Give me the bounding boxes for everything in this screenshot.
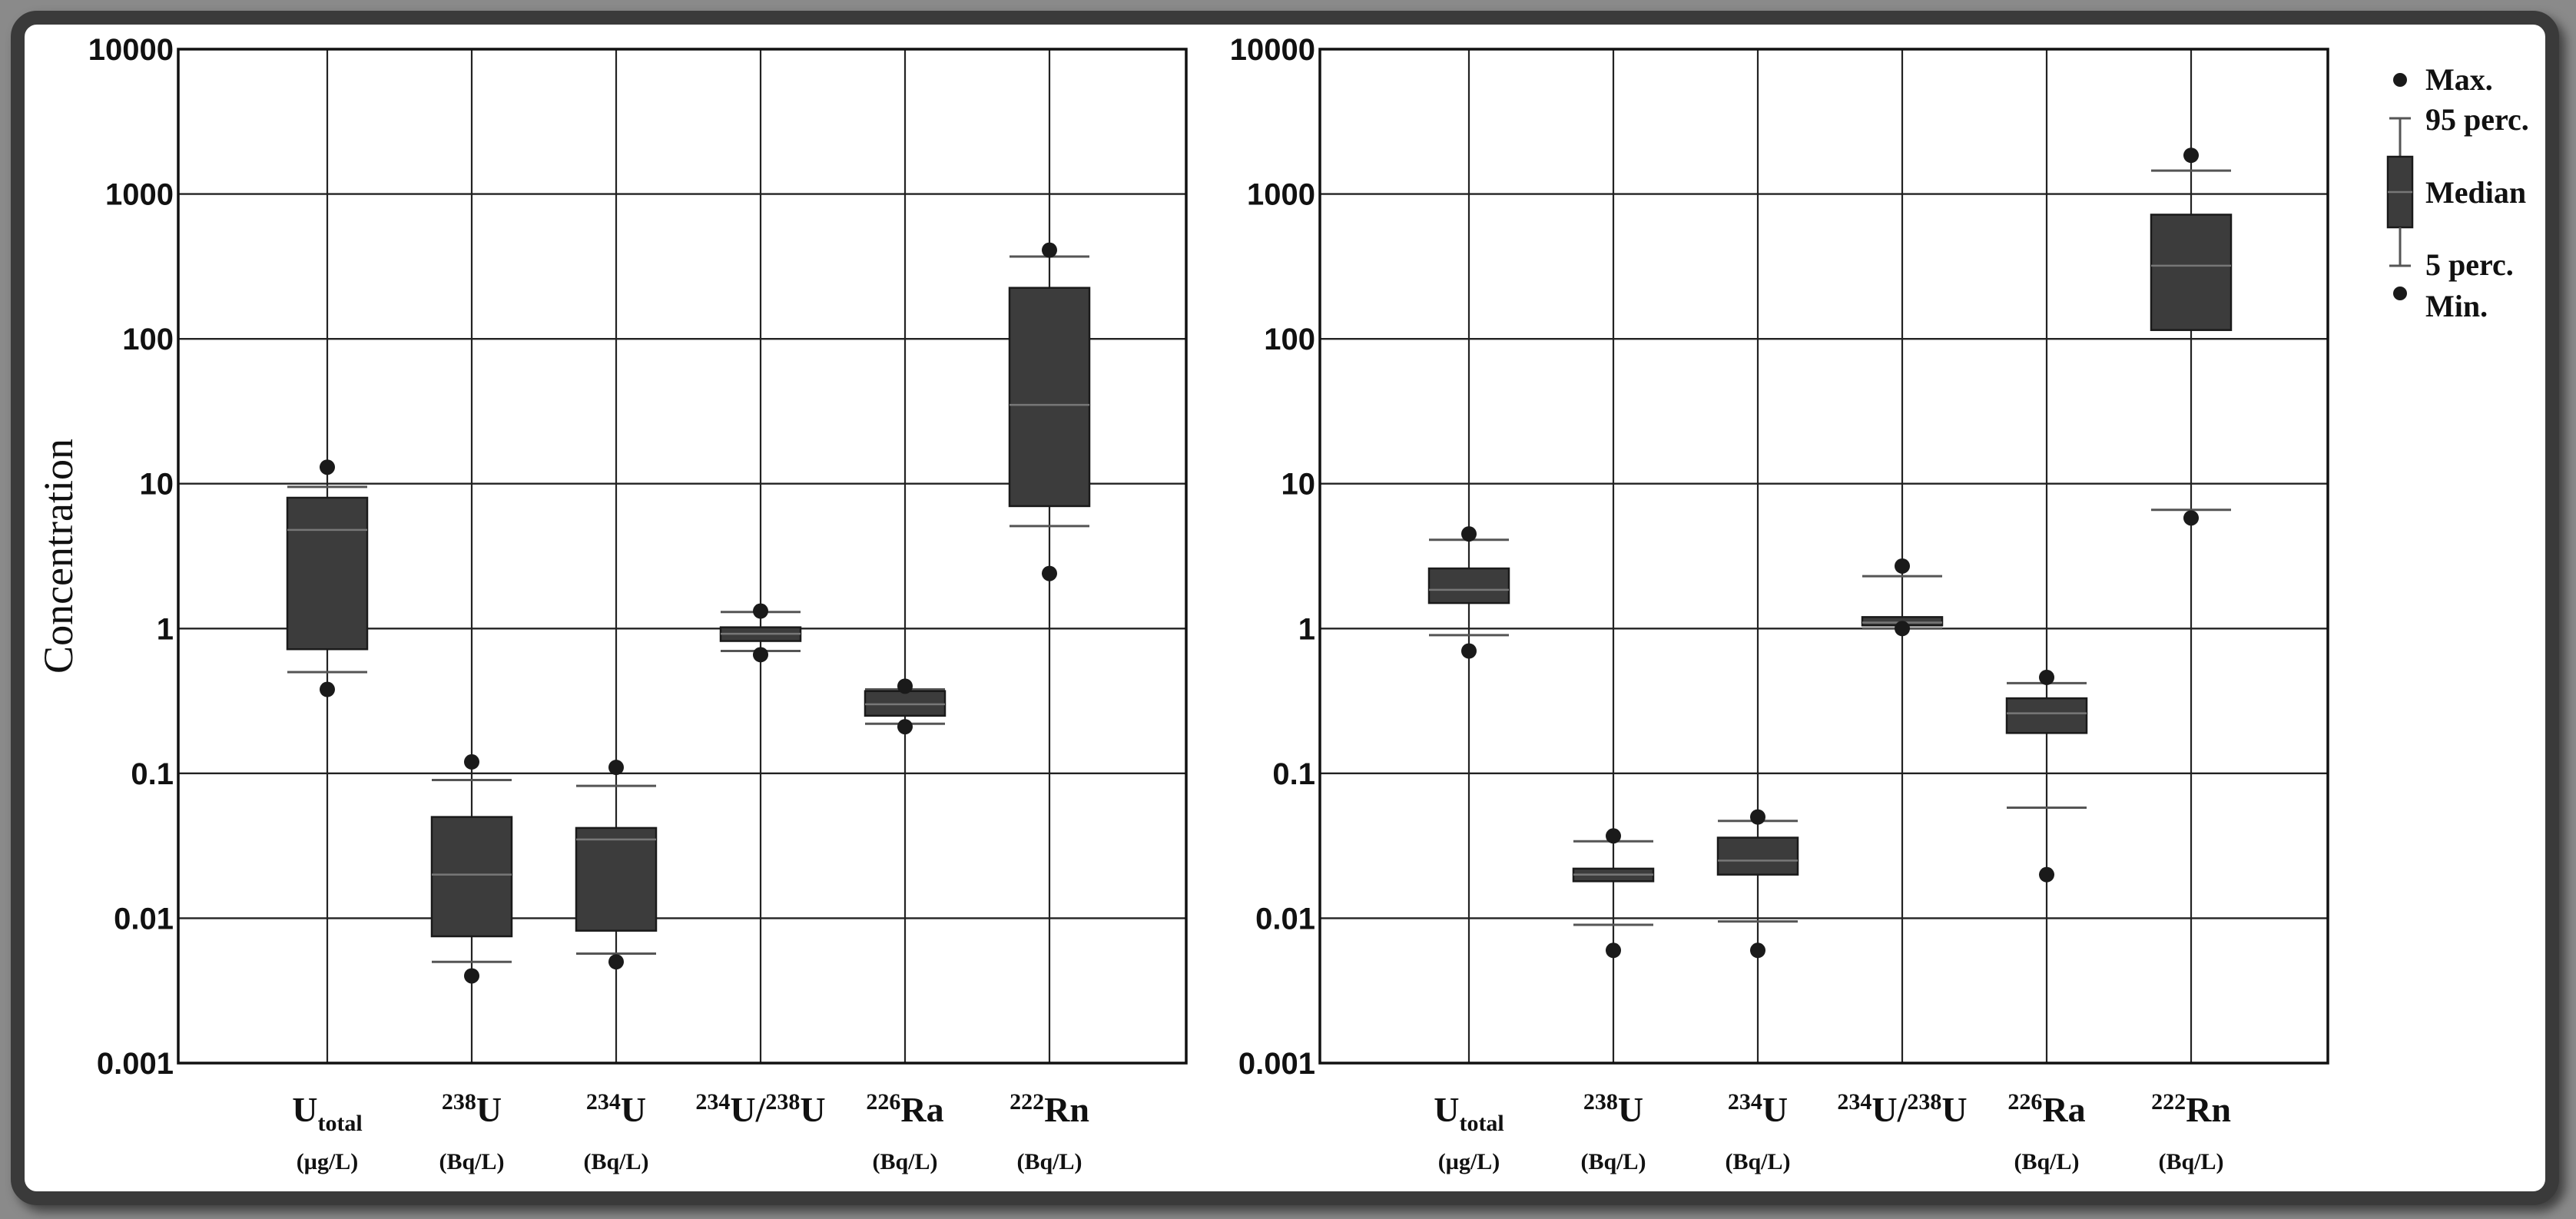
plot-area [1318,48,2329,1065]
category-unit: (µg/L) [1438,1149,1500,1174]
iqr-box [1427,567,1510,605]
y-tick-label: 10 [140,468,174,502]
category-label: Utotal [292,1090,363,1136]
max-point [1895,558,1910,574]
iqr-box [2150,214,2233,331]
max-point [2183,147,2199,164]
iqr-box [1716,836,1799,876]
category-label: 238U [442,1089,502,1129]
y-tick-label: 0.001 [97,1047,174,1081]
y-tick-label: 1000 [105,178,174,212]
legend-p95-label: 95 perc. [2425,102,2529,137]
min-point [2039,866,2054,883]
chart-panel-1: 0.001 0.01 0.1 1 10 100 1000 10000 Utotal (µg/L) 2… [35,33,1188,1174]
legend-min-label: Min. [2425,289,2488,323]
y-tick-label: 1 [157,612,174,646]
category-label: 234U [1728,1089,1788,1129]
category-unit: (µg/L) [297,1149,359,1174]
box-1 [1427,526,1510,659]
box-5 [2005,669,2088,883]
category-label: 222Rn [2151,1089,2231,1129]
iqr-box [286,496,369,651]
box-2 [430,754,513,984]
category-label: 222Rn [1010,1089,1089,1129]
y-tick-label: 10 [1281,468,1316,502]
legend-min-marker [2393,287,2407,300]
max-point [464,754,479,770]
max-point [608,760,624,776]
legend: Max. 95 perc. Median 5 perc. Min. [2386,62,2529,323]
min-point [464,968,479,984]
min-point [320,681,335,697]
iqr-box [1008,287,1091,508]
category-label: 234U/238U [695,1089,825,1129]
category-unit: (Bq/L) [1580,1149,1646,1174]
max-point [1750,809,1765,825]
box-1 [286,459,369,697]
min-point [753,647,768,663]
min-point [1461,643,1477,659]
category-label: 226Ra [2007,1089,2085,1129]
category-label: Utotal [1434,1090,1504,1136]
min-point [1750,942,1765,959]
category-label: 238U [1583,1089,1643,1129]
box-plot-figure: 0.001 0.01 0.1 1 10 100 1000 10000 Utotal (µg/L) 2… [35,33,2529,1174]
y-tick-label: 10000 [1230,33,1315,67]
min-point [897,719,913,735]
category-label: 234U [586,1089,646,1129]
category-unit: (Bq/L) [2158,1149,2223,1174]
y-tick-label: 10000 [88,33,174,67]
category-label: 226Ra [866,1089,943,1129]
box-5 [864,678,947,735]
iqr-box [2005,697,2088,734]
legend-max-marker [2393,73,2407,87]
min-point [2183,510,2199,526]
y-tick-label: 100 [122,323,174,356]
box-6 [1008,242,1091,581]
legend-max-label: Max. [2425,62,2493,97]
min-point [1606,942,1621,959]
category-unit: (Bq/L) [439,1149,504,1174]
category-unit: (Bq/L) [583,1149,648,1174]
y-axis-label: Concentration [35,439,81,674]
category-unit: (Bq/L) [1016,1149,1082,1174]
max-point [320,459,335,475]
y-tick-label: 1000 [1247,178,1315,212]
category-unit: (Bq/L) [2014,1149,2079,1174]
min-point [608,954,624,970]
min-point [1895,621,1910,637]
y-tick-label: 0.01 [114,902,174,936]
max-point [1461,526,1477,542]
figure-frame: 0.001 0.01 0.1 1 10 100 1000 10000 Utotal (µg/L) 2… [11,11,2559,1205]
legend-p5-label: 5 perc. [2425,247,2514,282]
min-point [1042,565,1057,581]
y-tick-label: 0.1 [131,757,174,791]
box-6 [2150,147,2233,526]
box-3 [575,760,658,970]
max-point [1606,828,1621,844]
y-tick-label: 1 [1298,612,1315,646]
box-2 [1572,828,1655,959]
box-4 [1861,558,1944,637]
box-3 [1716,809,1799,959]
iqr-box [430,816,513,938]
box-4 [719,603,802,663]
plot-area [177,48,1188,1065]
category-label: 234U/238U [1837,1089,1967,1129]
y-tick-label: 100 [1264,323,1315,356]
y-tick-label: 0.001 [1238,1047,1315,1081]
max-point [897,678,913,694]
category-unit: (Bq/L) [1725,1149,1790,1174]
y-tick-label: 0.01 [1255,902,1315,936]
iqr-box [575,826,658,932]
legend-median-label: Median [2425,175,2526,210]
max-point [1042,242,1057,258]
y-tick-label: 0.1 [1272,757,1315,791]
max-point [2039,669,2054,685]
category-unit: (Bq/L) [872,1149,937,1174]
max-point [753,603,768,619]
chart-panel-2: 0.001 0.01 0.1 1 10 100 1000 10000 Utotal (µg/L) 2… [1230,33,2329,1174]
